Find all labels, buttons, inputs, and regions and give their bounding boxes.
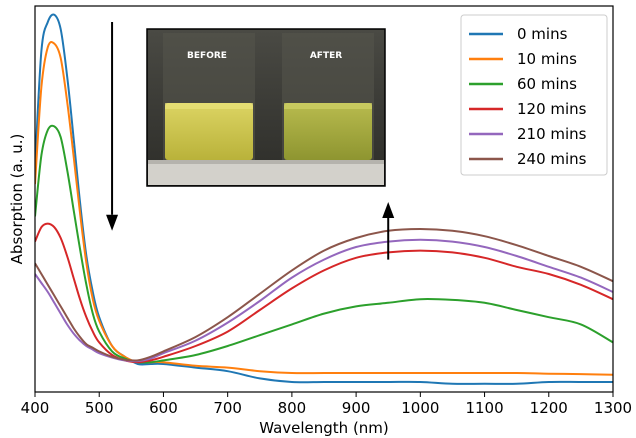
x-axis-label: Wavelength (nm) [259,419,389,437]
legend: 0 mins 10 mins 60 mins 120 mins 210 mins 240 … [460,14,608,176]
legend-label-0-mins: 0 mins [517,25,568,43]
x-tick-label: 600 [149,399,178,417]
series-line-210-mins [35,238,613,363]
inset-shelf [148,160,384,185]
x-tick-label: 1300 [594,399,632,417]
series-lines [35,13,613,385]
series-line-240-mins [35,228,613,362]
arrow-head-up [382,202,395,218]
series-line-60-mins [35,124,613,364]
vial-after [282,33,374,163]
legend-label-120-mins: 120 mins [517,100,587,118]
x-axis-ticks: 400 500 600 700 800 900 1000 1100 1200 1300 [21,392,632,417]
inset-label-after: AFTER [310,51,342,61]
trend-arrows [106,22,395,260]
x-tick-label: 800 [278,399,307,417]
legend-label-60-mins: 60 mins [517,75,577,93]
x-tick-label: 1200 [530,399,568,417]
x-tick-label: 500 [85,399,114,417]
x-tick-label: 700 [213,399,242,417]
vial-before [163,33,255,163]
series-line-120-mins [35,222,613,364]
x-tick-label: 400 [21,399,50,417]
plot-frame [34,5,614,393]
y-axis-label: Absorption (a. u.) [8,134,26,265]
inset-photo: BEFORE AFTER [146,28,386,187]
legend-label-210-mins: 210 mins [517,125,587,143]
arrow-head-down [106,214,119,231]
x-tick-label: 900 [342,399,371,417]
legend-label-10-mins: 10 mins [517,50,577,68]
x-tick-label: 1100 [465,399,503,417]
series-line-0-mins [35,13,613,385]
inset-label-before: BEFORE [187,51,227,61]
x-tick-label: 1000 [401,399,439,417]
legend-label-240-mins: 240 mins [517,150,587,168]
